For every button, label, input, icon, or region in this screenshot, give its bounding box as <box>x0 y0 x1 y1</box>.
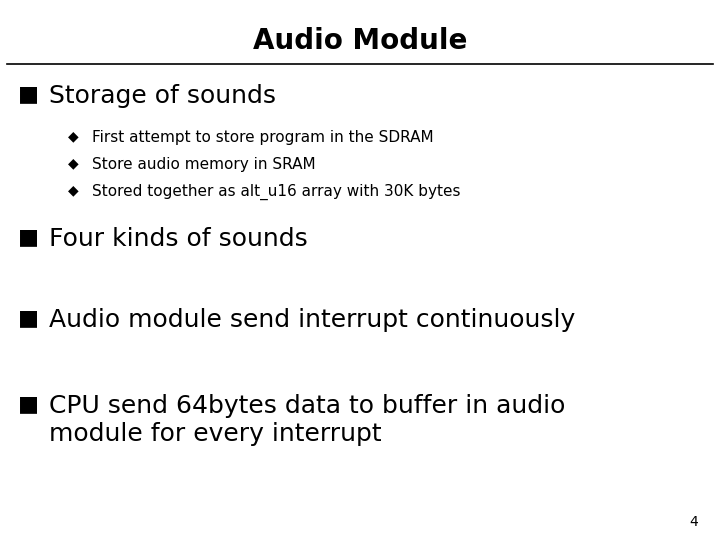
Text: Four kinds of sounds: Four kinds of sounds <box>49 227 307 251</box>
Text: 4: 4 <box>690 515 698 529</box>
Text: Storage of sounds: Storage of sounds <box>49 84 276 107</box>
Text: ◆: ◆ <box>68 184 79 198</box>
Text: Stored together as alt_u16 array with 30K bytes: Stored together as alt_u16 array with 30… <box>92 184 461 200</box>
Text: ■: ■ <box>18 394 39 414</box>
Text: ■: ■ <box>18 308 39 328</box>
Text: ■: ■ <box>18 227 39 247</box>
Text: CPU send 64bytes data to buffer in audio
module for every interrupt: CPU send 64bytes data to buffer in audio… <box>49 394 565 446</box>
Text: ◆: ◆ <box>68 130 79 144</box>
Text: ■: ■ <box>18 84 39 104</box>
Text: Audio module send interrupt continuously: Audio module send interrupt continuously <box>49 308 575 332</box>
Text: First attempt to store program in the SDRAM: First attempt to store program in the SD… <box>92 130 433 145</box>
Text: Audio Module: Audio Module <box>253 27 467 55</box>
Text: ◆: ◆ <box>68 157 79 171</box>
Text: Store audio memory in SRAM: Store audio memory in SRAM <box>92 157 316 172</box>
